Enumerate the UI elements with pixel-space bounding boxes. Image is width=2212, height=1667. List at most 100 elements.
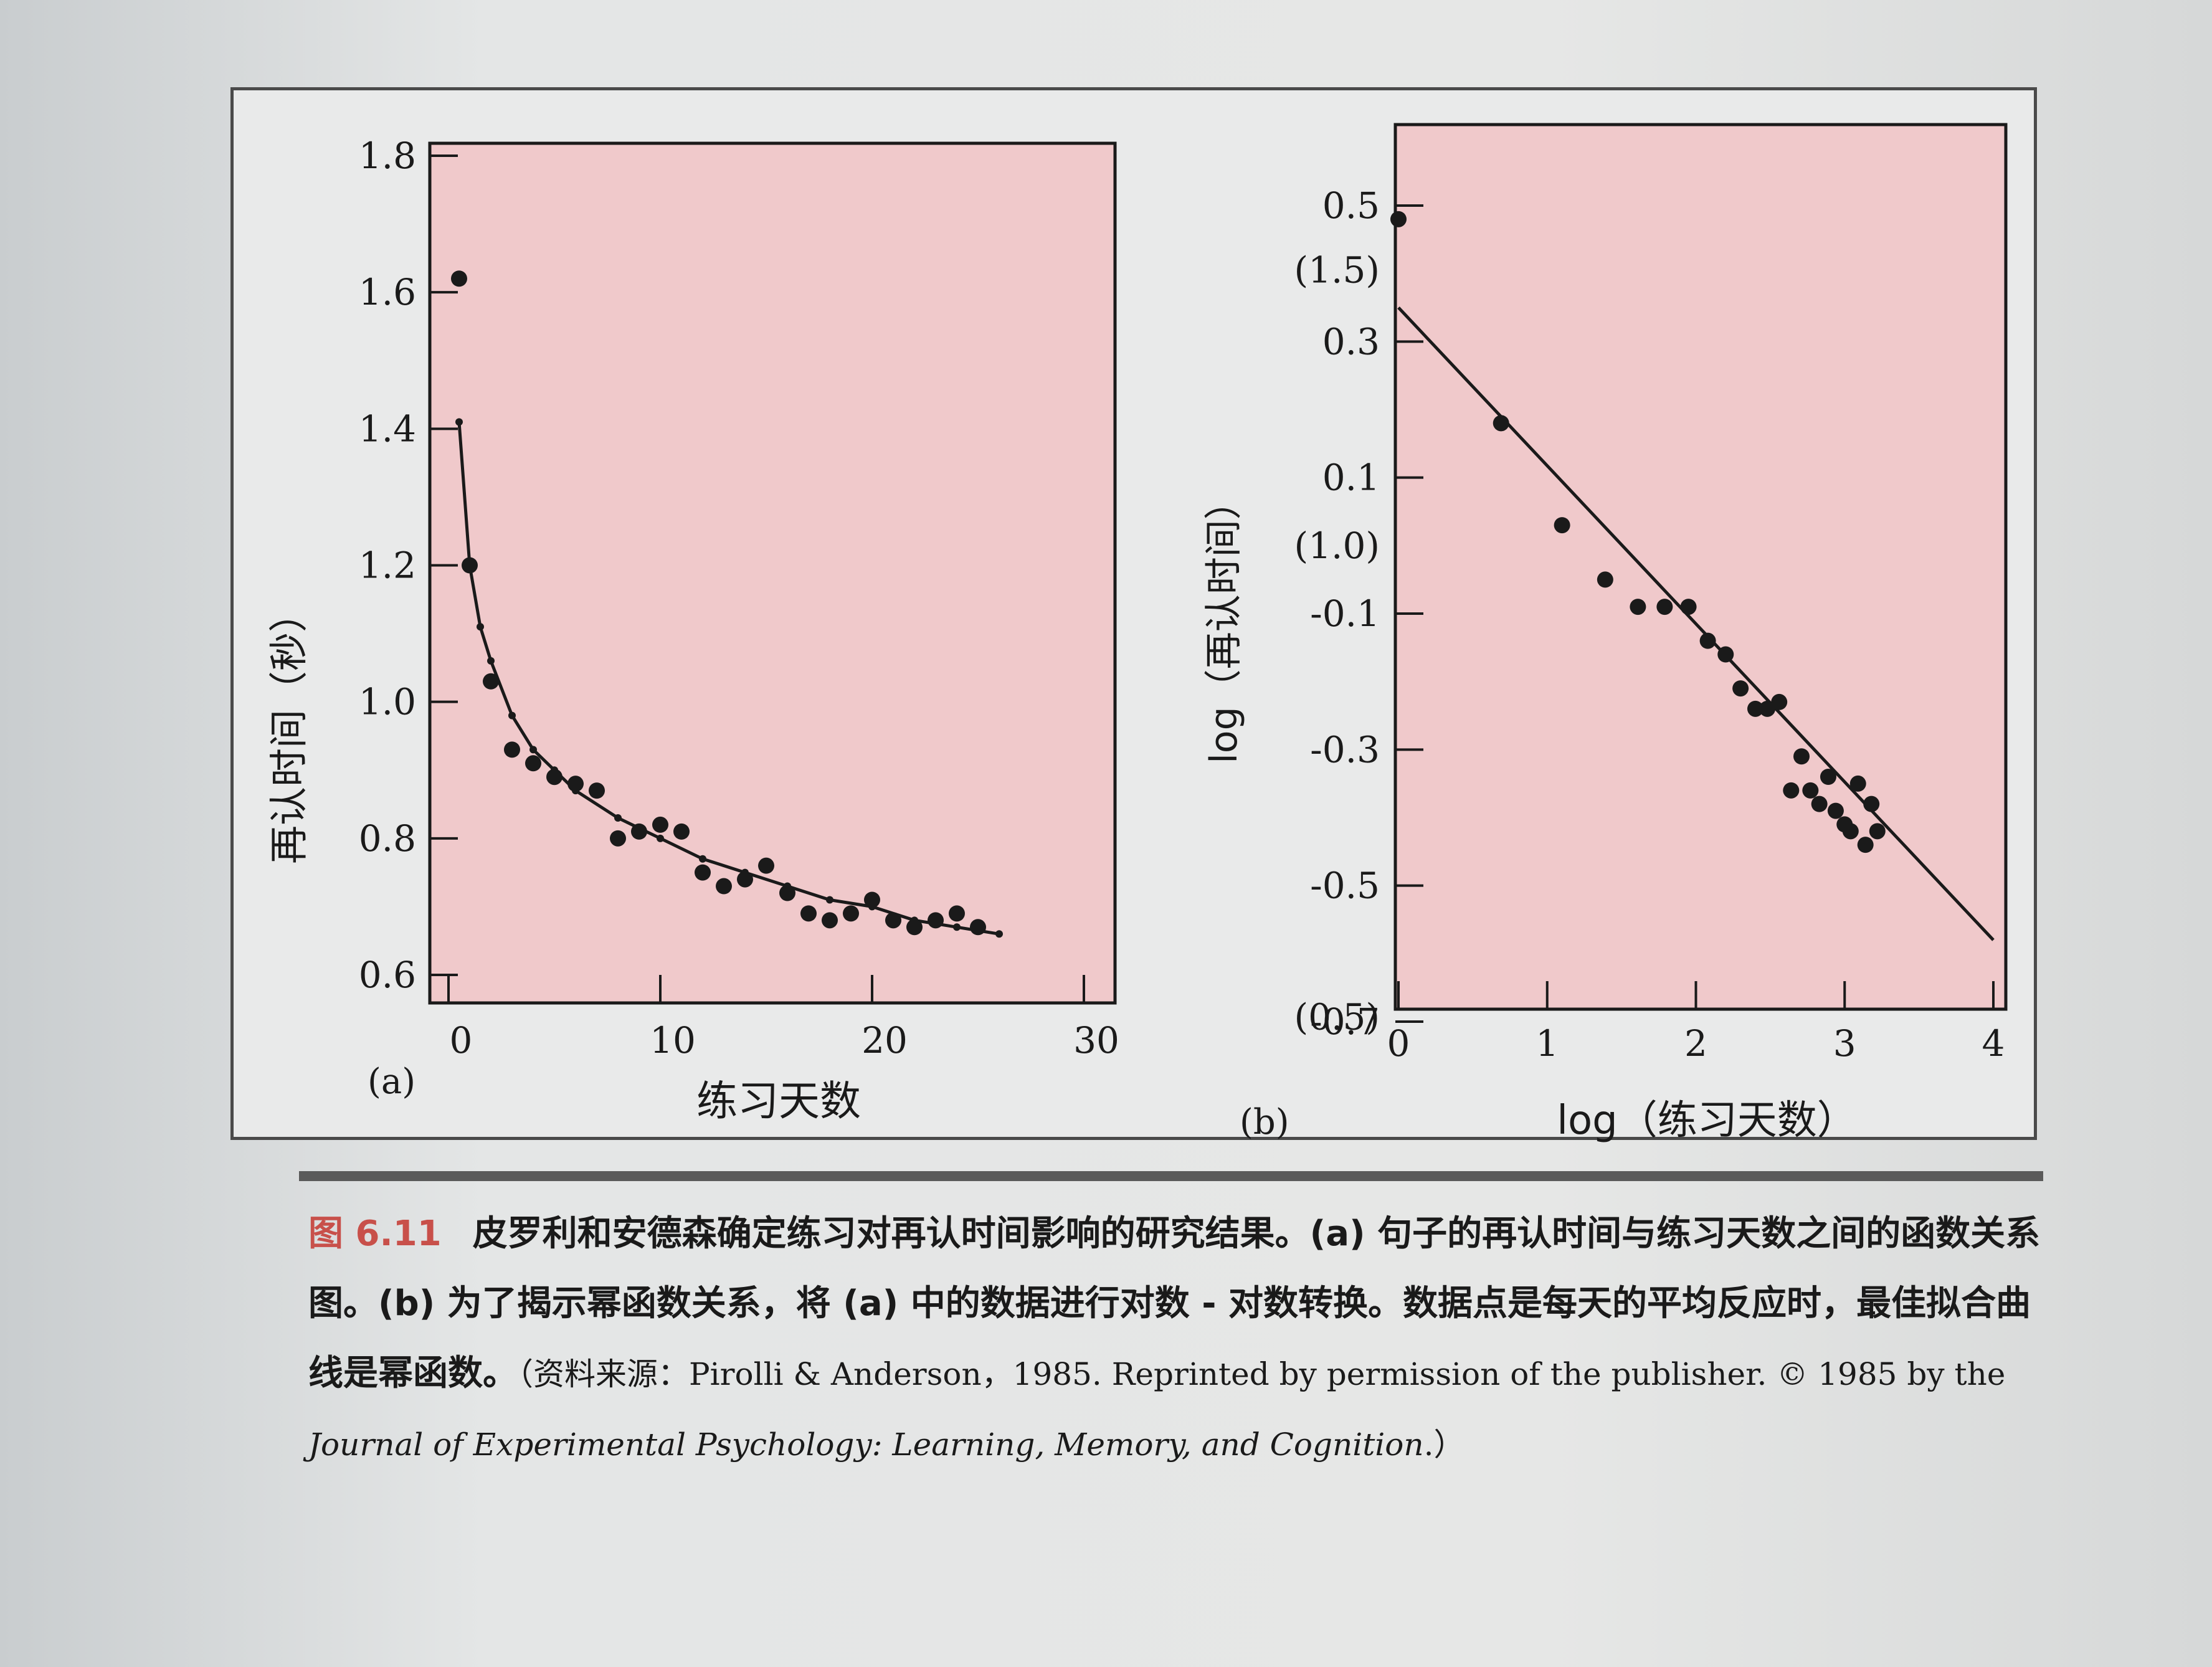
panel-a-ytick-label-5: 1.6 (359, 271, 416, 313)
panel-a-ytick-label-6: 1.8 (359, 135, 416, 177)
panel-b-point (1827, 802, 1844, 819)
caption-source: （资料来源：Pirolli & Anderson，1985. Reprinted… (308, 1356, 2005, 1463)
panel-b-point (1390, 211, 1407, 227)
panel-b-xtick-label-1: 1 (1536, 1022, 1559, 1065)
panel-b-point (1793, 748, 1810, 765)
panel-a-point (546, 769, 562, 786)
panel-b-point (1849, 775, 1866, 792)
panel-a-ytick-label-3: 1.2 (359, 544, 416, 587)
caption-divider (299, 1171, 2043, 1181)
panel-b-point (1554, 517, 1570, 534)
panel-a-point (885, 912, 901, 929)
caption-source-prefix: （资料来源：Pirolli & Anderson，1985. Reprinted… (518, 1356, 2006, 1392)
panel-b-xtick-label-4: 4 (1982, 1022, 2005, 1065)
caption-text: 皮罗利和安德森确定练习对再认时间影响的研究结果。(a) 句子的再认时间与练习天数… (308, 1213, 2041, 1394)
panel-a-point (843, 905, 859, 922)
panel-a-chart: 0.6 0.8 1.0 1.2 1.4 1.6 1.8 0 10 20 30 (a) 练习天数 再认… (266, 135, 1119, 1125)
panel-a-fit-marker (529, 746, 537, 754)
panel-a-point (864, 891, 880, 908)
panel-b-fit-line (1397, 306, 1995, 941)
panel-a-point (631, 823, 647, 840)
panel-a-ytick-label-0: 0.6 (359, 954, 416, 996)
panel-b-ytick-label-5: -0.5 (1310, 865, 1380, 907)
panel-a-plot-area (428, 141, 1117, 1005)
panel-a-point (451, 270, 467, 287)
panel-a-point (652, 816, 668, 833)
panel-a-ylabel: 再认时间（秒） (266, 594, 311, 864)
panel-b-point (1680, 599, 1697, 615)
panel-a-point (906, 919, 923, 936)
panel-b-xlabel: log（练习天数） (1557, 1098, 1857, 1144)
panel-a-fit-marker (953, 923, 961, 931)
panel-b-ticks: 0.5 0.3 0.1 -0.1 -0.3 -0.5 -0.7 (1.5) (1.0) (0.5)… (1294, 184, 2005, 1065)
panel-a-xtick-label-2: 20 (862, 1019, 908, 1061)
panel-b-secondary-ytick-label-0: (1.5) (1294, 249, 1380, 292)
panel-a-point (800, 905, 817, 922)
panel-a-xtick-label-0: 0 (450, 1019, 473, 1061)
panel-a-point (949, 905, 965, 922)
panel-b-ytick-label-1: 0.3 (1322, 320, 1380, 363)
panel-a-point (589, 782, 605, 799)
panel-b-xtick-label-3: 3 (1833, 1022, 1856, 1065)
panel-a-point (716, 878, 732, 895)
panel-a-point (483, 673, 499, 690)
panel-a-point (610, 830, 626, 847)
panel-a-point (970, 919, 986, 936)
panel-a-fit-marker (477, 623, 484, 631)
panel-a-fit-marker (508, 711, 516, 720)
panel-b-point (1656, 599, 1673, 615)
panel-a-fit-marker (995, 930, 1003, 938)
panel-a-point (695, 864, 711, 881)
panel-a-xtick-label-1: 10 (650, 1019, 696, 1061)
panel-a-xtick-label-3: 30 (1073, 1019, 1119, 1061)
panel-b-ytick-label-0: 0.5 (1322, 184, 1380, 227)
panel-a-point (822, 912, 838, 929)
panel-a-points (451, 270, 986, 936)
panel-a-ticks: 0.6 0.8 1.0 1.2 1.4 1.6 1.8 0 10 20 30 (359, 135, 1119, 1061)
caption-source-suffix: .） (1423, 1427, 1465, 1463)
panel-b-ytick-label-6: -0.7 (1310, 1000, 1380, 1043)
panel-b-xtick-label-2: 2 (1684, 1022, 1707, 1065)
panel-b-xtick-label-0: 0 (1387, 1022, 1410, 1065)
panel-a-point (928, 912, 944, 929)
panel-a-fit-marker (614, 814, 622, 822)
panel-b-point (1717, 646, 1734, 663)
panel-b-secondary-ytick-label-1: (1.0) (1294, 525, 1380, 567)
panel-b-point (1811, 796, 1828, 812)
panel-b-point (1842, 823, 1859, 840)
panel-b-chart: 0.5 0.3 0.1 -0.1 -0.3 -0.5 -0.7 (1.5) (1.0) (0.5)… (1202, 123, 2008, 1144)
panel-b-point (1759, 700, 1776, 717)
panel-b-ytick-label-3: -0.1 (1310, 592, 1380, 635)
caption-source-journal: Journal of Experimental Psychology: Lear… (308, 1427, 1424, 1463)
panel-a-label: (a) (368, 1061, 415, 1102)
panel-b-point (1869, 823, 1886, 840)
panel-a-point (567, 776, 584, 792)
panel-b-point (1493, 415, 1509, 432)
panel-b-point (1732, 680, 1749, 697)
figure-caption: 图 6.11 皮罗利和安德森确定练习对再认时间影响的研究结果。(a) 句子的再认时… (308, 1199, 2046, 1479)
panel-b-point (1699, 632, 1716, 649)
panel-a-point (779, 885, 795, 901)
panel-b-point (1820, 769, 1836, 785)
figure-charts: 0.60.81.01.21.41.61.80 10 20 30 (a) 练习天数 再认… (266, 123, 2008, 1144)
panel-a-point (504, 741, 520, 758)
panel-b-point (1863, 796, 1880, 812)
panel-b-point (1857, 837, 1874, 853)
panel-a-ytick-label-1: 0.8 (359, 817, 416, 860)
panel-a-fit-marker (455, 418, 463, 426)
panel-a-fit-marker (826, 896, 833, 904)
panel-a-point (462, 557, 478, 574)
panel-b-point (1783, 782, 1800, 799)
panel-a-point (673, 823, 690, 840)
panel-a-point (525, 755, 541, 772)
panel-b-point (1771, 693, 1788, 710)
panel-a-ytick-label-2: 1.0 (359, 681, 416, 723)
panel-a-fit-marker (487, 657, 495, 665)
panel-b-ytick-label-4: -0.3 (1310, 728, 1380, 771)
panel-b-ytick-label-2: 0.1 (1322, 457, 1380, 499)
panel-b-fit-path (1397, 306, 1995, 941)
panel-b-point (1802, 782, 1819, 799)
panel-a-ytick-label-4: 1.4 (359, 407, 416, 450)
panel-a-point (737, 871, 753, 888)
